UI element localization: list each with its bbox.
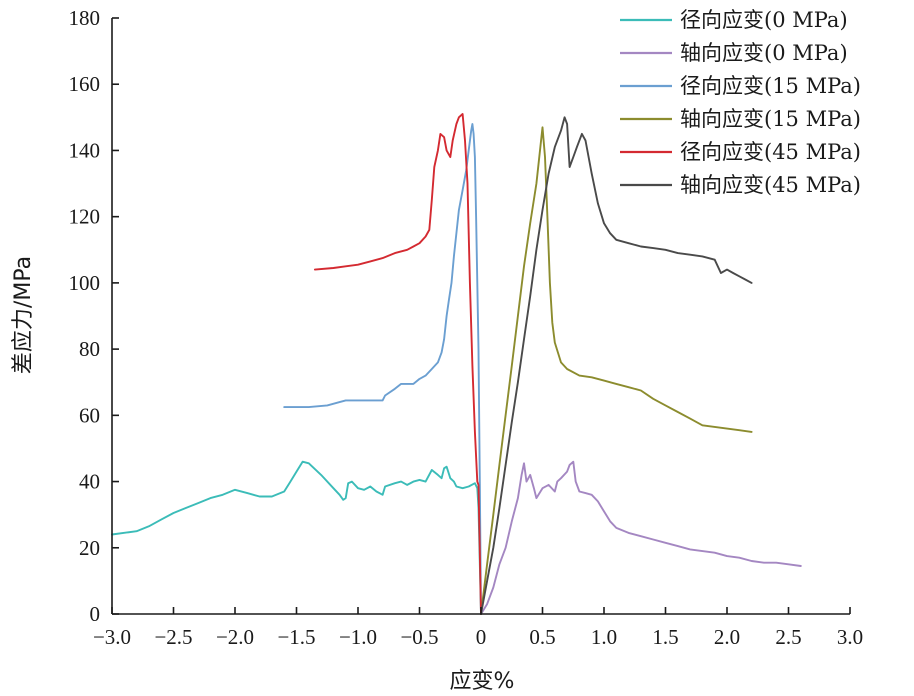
legend-label: 轴向应变(45 MPa) xyxy=(680,173,861,197)
y-tick-label: 120 xyxy=(69,205,101,229)
legend: 径向应变(0 MPa) 轴向应变(0 MPa) 径向应变(15 MPa) 轴向应变(1… xyxy=(620,8,861,197)
x-tick-label: 2.5 xyxy=(775,625,801,649)
legend-label: 轴向应变(0 MPa) xyxy=(680,41,848,65)
legend-label: 径向应变(0 MPa) xyxy=(680,8,848,32)
y-axis-ticks: 0 20 40 60 80 100 120 140 160 180 xyxy=(69,6,119,626)
y-tick-label: 140 xyxy=(69,138,101,162)
x-tick-label: 0 xyxy=(476,625,487,649)
x-tick-label: −3.0 xyxy=(93,625,131,649)
y-tick-label: 60 xyxy=(79,403,100,427)
y-tick-label: 180 xyxy=(69,6,101,30)
plot-area xyxy=(111,113,802,615)
x-tick-label: 1.5 xyxy=(652,625,678,649)
x-tick-label: 2.0 xyxy=(714,625,740,649)
axes: −3.0 −2.5 −2.0 −1.5 −1.0 −0.5 0 0.5 1.0 1.5 2.0 2.5… xyxy=(69,6,864,649)
series-line-4 xyxy=(480,126,753,615)
x-tick-label: −2.5 xyxy=(154,625,192,649)
legend-label: 轴向应变(15 MPa) xyxy=(680,107,861,131)
series-line-2 xyxy=(480,460,802,615)
y-tick-label: 0 xyxy=(90,602,101,626)
legend-label: 径向应变(45 MPa) xyxy=(680,140,861,164)
x-tick-label: −2.0 xyxy=(216,625,254,649)
series-line-5 xyxy=(313,113,482,615)
x-tick-label: −1.5 xyxy=(277,625,315,649)
series-line-1 xyxy=(111,460,482,615)
x-axis-title: 应变% xyxy=(450,669,515,694)
series-line-3 xyxy=(283,123,482,615)
y-tick-label: 100 xyxy=(69,271,101,295)
x-axis-ticks: −3.0 −2.5 −2.0 −1.5 −1.0 −0.5 0 0.5 1.0 1.5 2.0 2.5… xyxy=(93,607,863,649)
legend-label: 径向应变(15 MPa) xyxy=(680,74,861,98)
y-tick-label: 80 xyxy=(79,337,100,361)
series-line-6 xyxy=(480,116,753,615)
x-tick-label: −1.0 xyxy=(339,625,377,649)
y-tick-label: 160 xyxy=(69,72,101,96)
x-tick-label: 0.5 xyxy=(529,625,555,649)
y-tick-label: 20 xyxy=(79,536,100,560)
y-axis-title: 差应力/MPa xyxy=(11,256,36,374)
x-tick-label: −0.5 xyxy=(400,625,438,649)
x-tick-label: 1.0 xyxy=(591,625,617,649)
x-tick-label: 3.0 xyxy=(837,625,863,649)
y-tick-label: 40 xyxy=(79,470,100,494)
